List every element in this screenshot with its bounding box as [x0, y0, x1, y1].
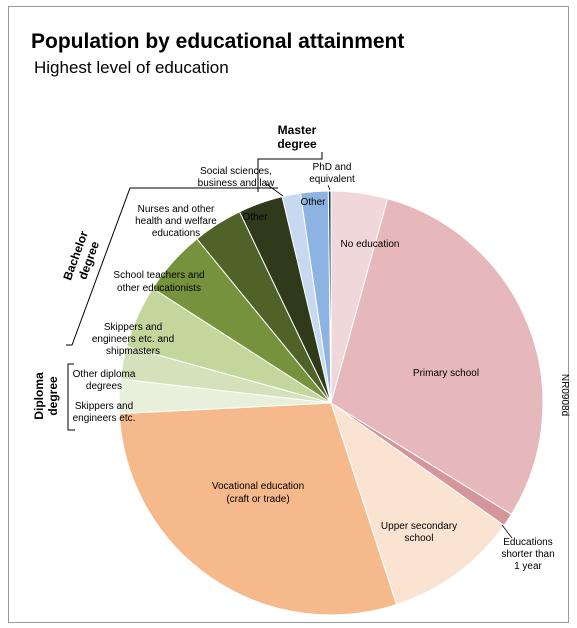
label-nurses-2: health and welfare — [135, 216, 217, 227]
label-nurses-1: Nurses and other — [138, 204, 215, 215]
group-master-2: degree — [277, 137, 317, 151]
chart-code: NR0908d — [559, 374, 570, 416]
label-vocational-1: Vocational education — [212, 481, 304, 492]
label-short-educations-3: 1 year — [514, 561, 542, 572]
label-teachers-2: other educationists — [117, 283, 201, 294]
group-brackets — [66, 152, 323, 431]
label-other-master: Other — [300, 197, 326, 208]
leader-social — [264, 182, 284, 197]
label-skippers-bachelor-2: engineers etc. and — [92, 334, 174, 345]
group-diploma-1: Diploma — [32, 372, 46, 420]
label-vocational-2: (craft or trade) — [226, 494, 289, 505]
diploma-bracket — [67, 363, 75, 431]
label-social-sciences-1: Social sciences, — [200, 166, 272, 177]
bachelor-bracket — [66, 187, 278, 346]
label-skippers-bachelor-3: shipmasters — [106, 346, 160, 357]
label-teachers-1: School teachers and — [113, 270, 204, 281]
label-primary-school: Primary school — [413, 368, 479, 379]
label-social-sciences-2: business and law — [198, 178, 275, 189]
group-diploma-2: degree — [46, 376, 60, 416]
label-upper-secondary-2: school — [405, 533, 434, 544]
label-skippers-bachelor-1: Skippers and — [104, 322, 162, 333]
label-phd-2: equivalent — [309, 174, 355, 185]
label-other-diploma-1: Other diploma — [73, 369, 136, 380]
label-short-educations-2: shorter than — [501, 549, 554, 560]
label-short-educations-1: Educations — [503, 537, 552, 548]
label-other-bachelor: Other — [242, 212, 268, 223]
chart-title: Population by educational attainment — [31, 30, 405, 53]
label-upper-secondary-1: Upper secondary — [381, 521, 457, 532]
group-master-1: Master — [278, 123, 317, 137]
label-nurses-3: educations — [152, 228, 200, 239]
label-skippers-diploma-2: engineers etc. — [73, 413, 136, 424]
leader-phd — [327, 184, 331, 191]
label-phd-1: PhD and — [313, 162, 352, 173]
chart-subtitle: Highest level of education — [34, 58, 229, 77]
label-no-education: No education — [341, 239, 400, 250]
pie-slice-13 — [327, 190, 332, 404]
label-other-diploma-2: degrees — [86, 381, 122, 392]
pie-slice-3 — [330, 401, 505, 606]
label-skippers-diploma-1: Skippers and — [75, 401, 133, 412]
master-bracket — [257, 152, 323, 192]
leader-short — [501, 524, 513, 539]
pie-slices — [118, 190, 544, 616]
pie-slice-4 — [118, 402, 398, 616]
